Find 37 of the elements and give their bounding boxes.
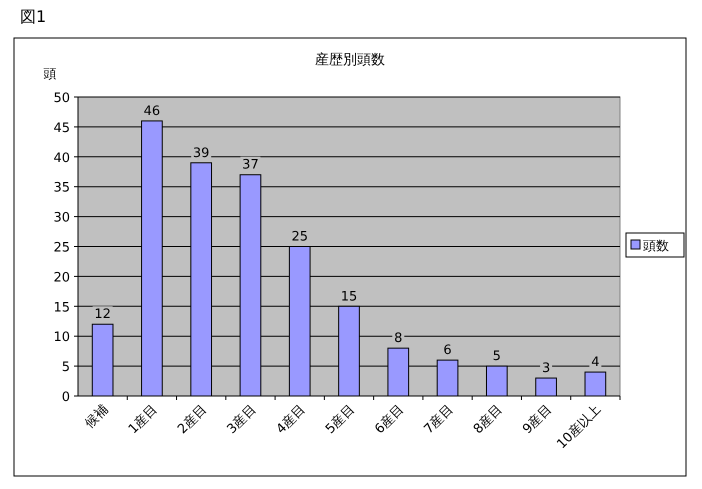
data-label: 15 (340, 289, 358, 304)
data-label: 4 (591, 355, 600, 370)
data-label: 6 (443, 343, 452, 358)
y-tick-label: 35 (53, 180, 70, 196)
y-tick-label: 20 (53, 270, 70, 286)
data-label: 3 (542, 361, 550, 376)
y-tick-label: 40 (53, 150, 70, 166)
data-label: 39 (192, 146, 210, 161)
y-tick-label: 45 (53, 120, 70, 136)
y-tick-label: 50 (53, 91, 70, 106)
x-tick-label: 9産目 (519, 402, 555, 438)
data-label: 25 (291, 230, 308, 244)
data-label: 46 (144, 104, 160, 119)
x-tick-label: 4産目 (273, 402, 309, 438)
x-tick-label: 5産目 (322, 402, 358, 438)
y-tick-label: 25 (53, 240, 70, 256)
x-tick-label: 候補 (82, 402, 112, 432)
x-tick-label: 3産目 (224, 402, 260, 438)
y-tick-label: 10 (53, 330, 70, 346)
y-axis-title: 頭 (44, 67, 56, 82)
legend-label: 頭数 (643, 239, 669, 254)
data-label: 5 (492, 349, 501, 364)
x-tick-label: 7産目 (420, 402, 456, 438)
data-label: 37 (242, 158, 259, 173)
x-tick-label: 6産目 (372, 402, 408, 438)
y-tick-label: 15 (53, 300, 70, 316)
x-tick-label: 10産以上 (554, 402, 604, 452)
chart-title: 産歴別頭数 (315, 52, 385, 68)
data-label: 12 (94, 307, 111, 322)
caption: 図1 (20, 7, 46, 26)
data-label: 8 (394, 331, 402, 346)
x-tick-label: 8産目 (470, 402, 506, 438)
y-tick-label: 30 (53, 210, 70, 226)
y-tick-label: 5 (62, 360, 70, 376)
x-tick-label: 1産目 (125, 402, 161, 438)
x-tick-label: 2産目 (174, 402, 210, 438)
y-tick-label: 0 (62, 390, 70, 405)
